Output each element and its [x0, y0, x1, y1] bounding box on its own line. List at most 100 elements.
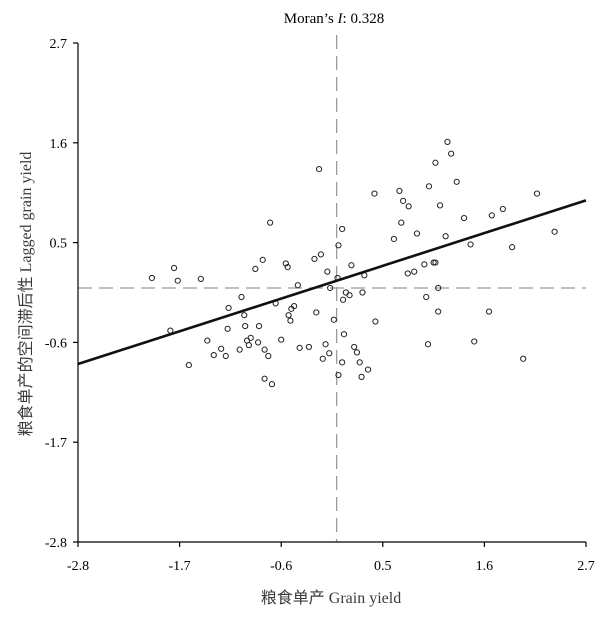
data-point — [442, 233, 449, 240]
data-point — [404, 270, 411, 277]
data-point — [255, 322, 263, 330]
data-point — [339, 225, 346, 233]
data-point — [348, 262, 355, 269]
data-point — [330, 316, 337, 323]
chart-title-prefix: Moran’s — [284, 11, 338, 27]
data-point — [551, 228, 558, 235]
data-point — [432, 159, 439, 166]
data-point — [174, 277, 181, 284]
data-point — [225, 304, 232, 312]
data-point — [222, 352, 229, 360]
data-point — [351, 343, 358, 351]
data-point — [346, 292, 353, 299]
x-tick-label: 0.5 — [374, 559, 392, 574]
data-point — [204, 337, 211, 344]
data-point — [315, 166, 323, 173]
data-point — [364, 366, 372, 373]
chart-title: Moran’s I: 0.328 — [284, 11, 384, 27]
regression-line — [77, 199, 587, 366]
data-point — [339, 359, 346, 366]
data-point — [372, 318, 379, 325]
data-point — [520, 355, 527, 362]
data-point — [247, 334, 254, 341]
data-point — [294, 282, 301, 289]
data-point — [305, 343, 313, 351]
data-point — [285, 312, 292, 319]
data-point — [245, 342, 252, 349]
data-point — [278, 336, 285, 343]
data-point — [236, 346, 243, 353]
data-point — [267, 219, 274, 226]
y-tick-label: 2.7 — [50, 37, 68, 52]
data-point — [359, 289, 366, 296]
data-point — [460, 215, 468, 222]
data-point — [425, 183, 433, 190]
data-point — [296, 344, 303, 351]
data-point — [317, 251, 325, 258]
data-point — [148, 274, 155, 282]
chart-title-suffix: : 0.328 — [343, 11, 385, 27]
data-point — [241, 312, 248, 319]
data-point — [396, 187, 403, 194]
data-point — [326, 350, 333, 357]
data-point — [327, 284, 334, 292]
data-point — [185, 361, 192, 369]
data-point — [170, 264, 178, 272]
data-point — [287, 317, 294, 324]
y-tick-label: 0.5 — [50, 237, 68, 252]
chart-title-italic: I — [337, 11, 344, 27]
data-point — [335, 242, 342, 249]
data-point — [224, 325, 231, 332]
data-point — [371, 190, 378, 197]
x-tick-label: -2.8 — [67, 559, 89, 574]
x-tick-label: 1.6 — [476, 559, 494, 574]
data-point — [398, 219, 405, 226]
data-point — [339, 296, 347, 303]
y-tick-label: 1.6 — [50, 137, 68, 152]
data-point — [284, 263, 291, 271]
data-points — [148, 138, 558, 388]
data-point — [313, 309, 320, 316]
data-point — [335, 371, 342, 379]
data-point — [390, 235, 397, 243]
y-axis-title: 粮食单产的空间滞后性 Lagged grain yield — [17, 152, 35, 437]
data-point — [259, 256, 266, 263]
data-point — [340, 331, 348, 338]
data-point — [261, 375, 268, 382]
data-point — [218, 345, 225, 352]
regression-line-group — [77, 199, 587, 366]
data-point — [400, 197, 407, 204]
data-point — [268, 381, 276, 388]
data-point — [430, 259, 437, 266]
data-point — [311, 255, 318, 263]
data-point — [356, 359, 363, 366]
data-point — [509, 244, 516, 251]
data-point — [432, 259, 439, 266]
data-point — [291, 303, 298, 310]
x-tick-label: -0.6 — [270, 559, 292, 574]
data-point — [255, 339, 262, 346]
data-point — [358, 373, 365, 380]
y-tick-label: -2.8 — [45, 536, 67, 551]
data-point — [261, 346, 268, 353]
data-point — [252, 265, 259, 273]
data-point — [405, 203, 412, 210]
data-point — [499, 205, 506, 213]
data-point — [453, 178, 460, 185]
y-tick-label: -0.6 — [45, 336, 67, 351]
x-tick-label: 2.7 — [577, 559, 595, 574]
data-point — [413, 230, 421, 237]
data-point — [471, 338, 478, 345]
data-point — [436, 202, 444, 209]
data-point — [238, 293, 245, 301]
data-point — [444, 138, 451, 145]
data-point — [435, 308, 442, 315]
data-point — [411, 268, 418, 275]
data-point — [488, 212, 495, 219]
data-point — [242, 322, 249, 330]
x-axis-title: 粮食单产 Grain yield — [261, 589, 401, 607]
data-point — [485, 308, 493, 315]
reference-lines — [78, 35, 586, 542]
data-point — [423, 293, 430, 301]
